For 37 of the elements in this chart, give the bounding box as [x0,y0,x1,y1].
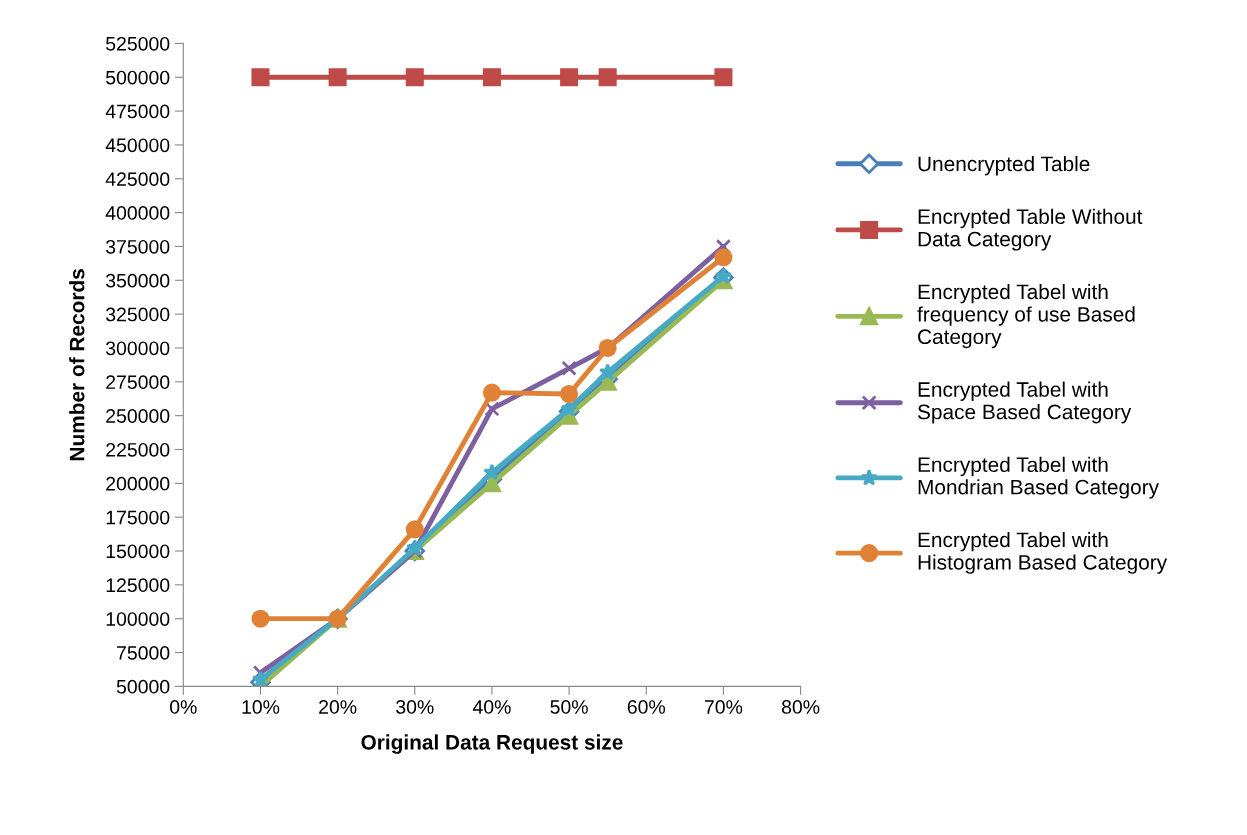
x-tick-label: 0% [170,700,197,714]
legend-label: Encrypted Tabel with Mondrian Based Category [918,456,1159,499]
x-tick-label: 20% [319,700,357,714]
y-tick-label: 375000 [105,239,170,254]
x-tick-label: 30% [396,700,434,714]
y-tick-label: 75000 [117,646,170,660]
x-tick-label: 50% [550,700,588,714]
y-tick-label: 300000 [105,341,170,356]
y-tick-label: 275000 [106,375,170,390]
y-tick-label: 50000 [116,679,170,694]
y-tick-label: 525000 [106,36,170,51]
legend-label: Encrypted Tabel with frequency of use Based Category [917,283,1135,349]
x-tick-label: 70% [704,700,743,714]
legend-label: Encrypted Tabel with Histogram Based Category [918,531,1168,574]
x-tick-label: 60% [627,700,666,714]
y-tick-label: 450000 [105,138,170,153]
y-tick-label: 175000 [106,510,170,525]
legend-label: Encrypted Tabel with Space Based Category [917,381,1132,424]
y-tick-label: 425000 [105,172,170,187]
x-axis-title: Original Data Request size [361,734,623,754]
y-tick-label: 125000 [106,578,170,593]
y-tick-label: 250000 [106,409,170,423]
y-tick-label: 325000 [105,307,170,322]
y-tick-label: 400000 [105,206,170,220]
legend-label: Unencrypted Table [918,155,1090,176]
y-tick-label: 200000 [106,476,170,491]
x-tick-label: 40% [472,700,511,714]
y-tick-label: 100000 [106,612,170,626]
y-tick-label: 475000 [105,104,170,119]
y-tick-label: 225000 [106,442,170,457]
x-tick-label: 10% [242,700,280,714]
y-tick-label: 500000 [106,70,170,85]
y-tick-label: 350000 [105,273,170,288]
y-tick-label: 150000 [106,544,170,559]
legend-label: Encrypted Table Without Data Category [918,208,1143,251]
x-tick-label: 80% [781,700,820,714]
y-axis-title: Number of Records [69,269,85,461]
